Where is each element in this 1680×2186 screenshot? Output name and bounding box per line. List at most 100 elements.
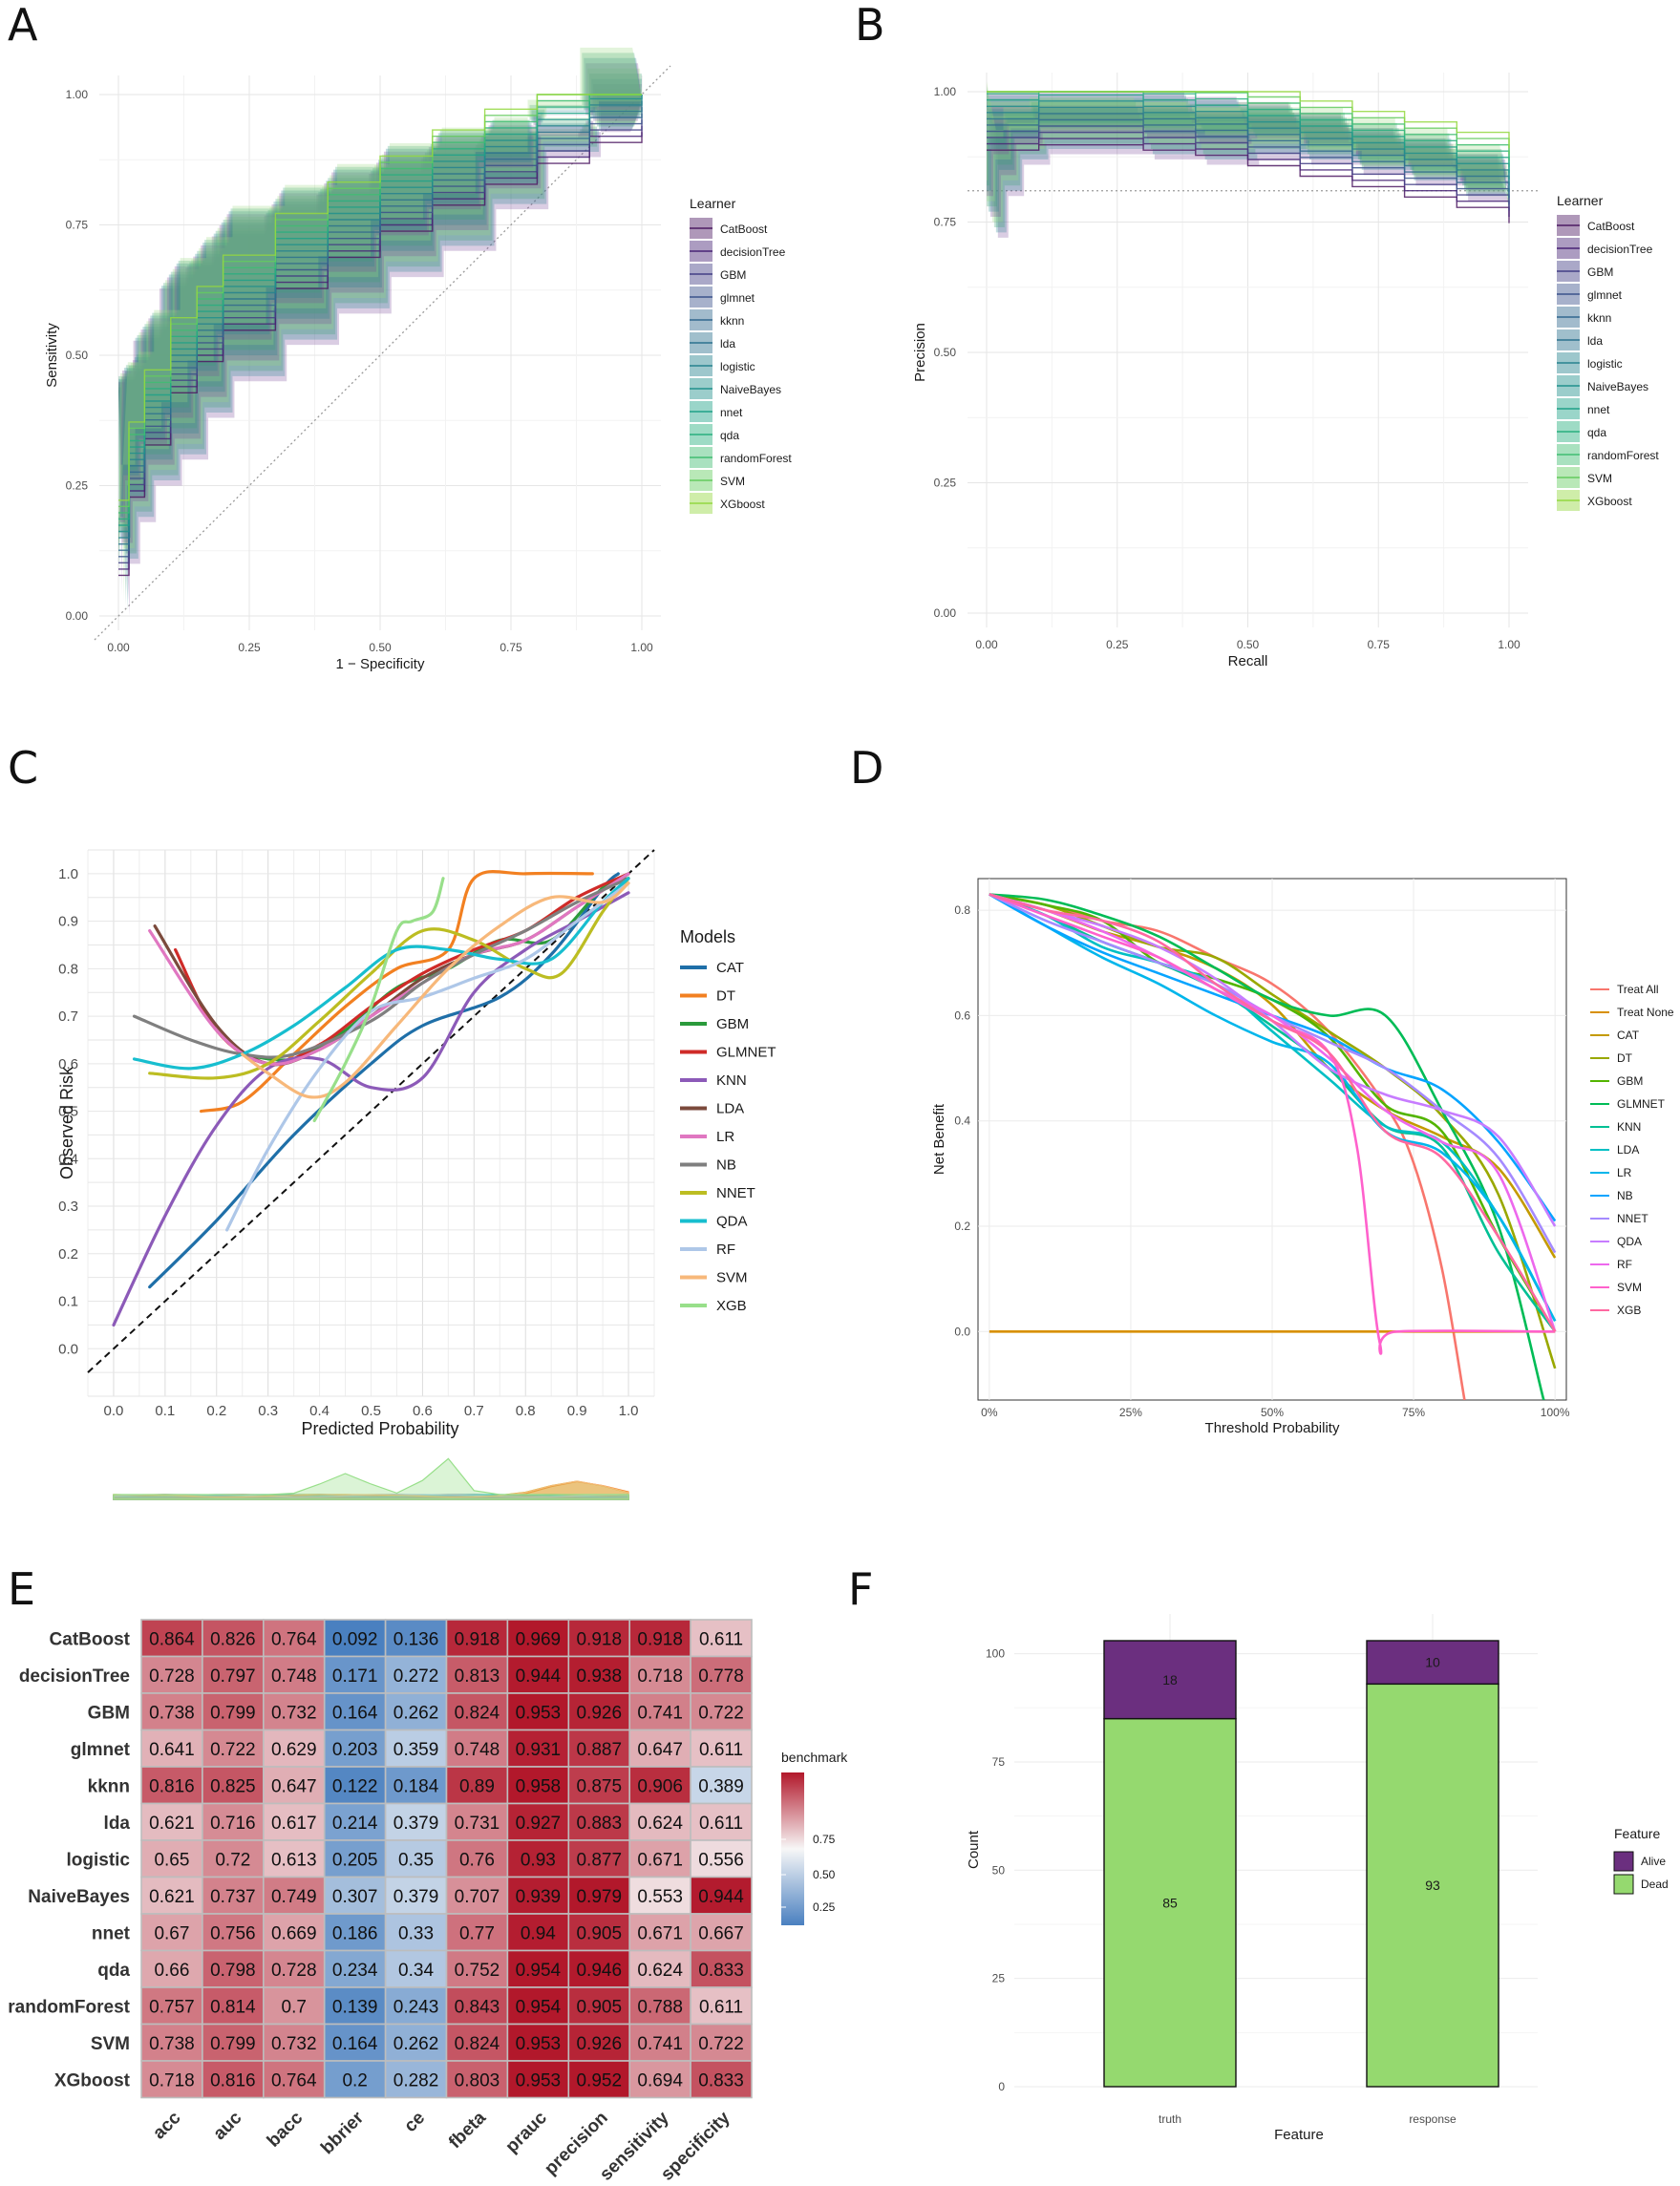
heatmap-cell — [384, 1766, 448, 1805]
heatmap-cell — [323, 1655, 387, 1694]
cell-value: 0.814 — [210, 1997, 256, 2017]
heatmap-cell — [628, 1619, 691, 1658]
cell-value: 0.731 — [455, 1814, 500, 1834]
calibration-curve-LR — [148, 872, 630, 1067]
legend-label: Treat None — [1617, 1006, 1674, 1019]
x-tick-label: 1.00 — [1498, 638, 1521, 651]
legend-label: GBM — [720, 268, 746, 282]
x-tick-label: 0.9 — [567, 1403, 587, 1419]
x-axis-title: 1 − Specificity — [336, 656, 425, 672]
legend-label: glmnet — [1587, 288, 1623, 302]
cell-value: 0.65 — [154, 1850, 189, 1870]
calibration-curve-RF — [225, 881, 630, 1232]
legend-label: RF — [1617, 1258, 1632, 1271]
y-tick-label: 0.4 — [58, 1151, 78, 1167]
bar-value-label: 85 — [1162, 1895, 1178, 1910]
cell-value: 0.707 — [455, 1887, 500, 1907]
cell-value: 0.752 — [455, 1961, 500, 1981]
panel-letter-f: F — [848, 1563, 873, 1615]
row-label: NaiveBayes — [28, 1887, 130, 1907]
legend-label: SVM — [1617, 1281, 1642, 1294]
row-label: nnet — [92, 1923, 131, 1943]
cell-value: 0.969 — [516, 1629, 562, 1649]
chart-f-stacked-bar: 0 25 50 75 100 Count Feature 85 18 truth 93 10 respo… — [966, 1614, 1669, 2143]
cell-value: 0.825 — [210, 1776, 256, 1796]
density-strip-XGB — [113, 1457, 629, 1500]
cell-value: 0.629 — [271, 1740, 317, 1760]
heatmap-cell — [262, 1839, 326, 1878]
x-tick-label: 50% — [1261, 1406, 1284, 1419]
cell-value: 0.864 — [149, 1629, 195, 1649]
cell-value: 0.918 — [576, 1629, 622, 1649]
heatmap-cell — [140, 2023, 203, 2062]
x-axis-title: Threshold Probability — [1205, 1420, 1340, 1436]
legend-label: DT — [1617, 1051, 1633, 1065]
heatmap-cell — [140, 1655, 203, 1694]
heatmap-cell — [384, 1655, 448, 1694]
cell-value: 0.7 — [282, 1997, 307, 2017]
cell-value: 0.918 — [455, 1629, 500, 1649]
heatmap-cell — [690, 1949, 753, 1988]
legend-label: NB — [716, 1157, 736, 1174]
panel-letter-a: A — [8, 0, 38, 51]
heatmap-cell — [628, 1729, 691, 1768]
heatmap-cell — [690, 1986, 753, 2026]
heatmap-cell — [690, 1766, 753, 1805]
panel-letter-e: E — [8, 1563, 35, 1615]
y-tick-label: 0.9 — [58, 914, 78, 930]
y-tick-label: 0.25 — [66, 479, 89, 493]
learner-curve-GBM — [987, 131, 1510, 211]
heatmap-cell — [202, 1913, 265, 1952]
cell-value: 0.979 — [576, 1887, 622, 1907]
heatmap-cell — [140, 1729, 203, 1768]
cell-value: 0.938 — [576, 1666, 622, 1687]
heatmap-cell — [506, 1949, 570, 1988]
column-label: ce — [400, 2108, 429, 2136]
heatmap-cell — [384, 1913, 448, 1952]
cell-value: 0.887 — [576, 1740, 622, 1760]
cell-value: 0.092 — [332, 1629, 378, 1649]
x-tick-label: 75% — [1402, 1406, 1425, 1419]
row-label: decisionTree — [19, 1666, 130, 1687]
cell-value: 0.906 — [637, 1776, 683, 1796]
legend-title: Feature — [1614, 1826, 1660, 1841]
cell-value: 0.718 — [637, 1666, 683, 1687]
legend-label: NaiveBayes — [1587, 380, 1648, 393]
y-tick-label: 75 — [992, 1755, 1006, 1769]
legend-key — [1613, 1874, 1634, 1895]
y-tick-label: 0.6 — [954, 1008, 970, 1022]
y-tick-label: 0.5 — [58, 1104, 78, 1120]
cell-value: 0.799 — [210, 2034, 256, 2054]
confidence-band — [987, 98, 1509, 227]
cell-value: 0.824 — [455, 2034, 500, 2054]
cell-value: 0.741 — [637, 2034, 683, 2054]
legend-label: kknn — [1587, 311, 1611, 325]
legend-label: GLMNET — [1617, 1097, 1666, 1111]
cell-value: 0.282 — [393, 2070, 439, 2090]
heatmap-cell — [262, 1913, 326, 1952]
y-tick-label: 0.0 — [58, 1341, 78, 1357]
x-tick-label: 0.2 — [206, 1403, 226, 1419]
x-tick-label: 0.50 — [1237, 638, 1260, 651]
cell-value: 0.667 — [698, 1923, 744, 1943]
net-benefit-curve-LR — [989, 893, 1557, 1322]
cell-value: 0.647 — [637, 1740, 683, 1760]
cell-value: 0.624 — [637, 1961, 683, 1981]
cell-value: 0.186 — [332, 1923, 378, 1943]
heatmap-cell — [323, 1766, 387, 1805]
y-tick-label: 0.3 — [58, 1199, 78, 1215]
legend-label: XGB — [716, 1298, 747, 1314]
cell-value: 0.716 — [210, 1814, 256, 1834]
cell-value: 0.33 — [398, 1923, 434, 1943]
heatmap-cell — [628, 1766, 691, 1805]
learner-curve-nnet — [987, 94, 1510, 174]
legend-label: NaiveBayes — [720, 383, 781, 396]
cell-value: 0.359 — [393, 1740, 439, 1760]
legend-label: GBM — [716, 1016, 749, 1032]
y-tick-label: 0.2 — [58, 1246, 78, 1263]
legend-key — [1613, 1851, 1634, 1872]
cell-value: 0.778 — [698, 1666, 744, 1687]
heatmap-cell — [384, 1619, 448, 1658]
y-tick-label: 0.6 — [58, 1056, 78, 1072]
